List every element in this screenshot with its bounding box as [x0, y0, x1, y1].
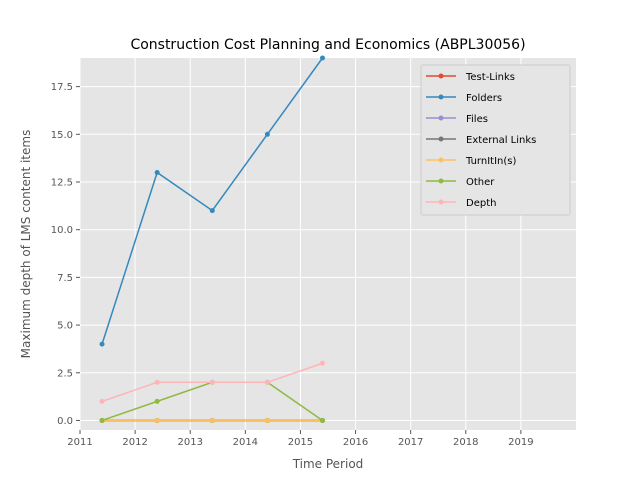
data-point-depth — [209, 379, 215, 385]
data-point-folders — [99, 341, 105, 347]
data-point-folders — [319, 55, 325, 61]
data-point-other — [154, 398, 160, 404]
x-tick-label: 2019 — [508, 437, 533, 448]
y-tick-label: 0.0 — [57, 416, 73, 427]
y-tick-label: 17.5 — [51, 82, 73, 93]
legend-label-test-links: Test-Links — [465, 72, 515, 83]
x-tick-label: 2016 — [343, 437, 368, 448]
legend-marker-files — [438, 115, 444, 121]
legend-label-files: Files — [466, 114, 488, 125]
chart-title: Construction Cost Planning and Economics… — [130, 37, 525, 53]
legend-marker-folders — [438, 94, 444, 100]
y-axis-label: Maximum depth of LMS content items — [19, 130, 33, 359]
data-point-turnitin-s — [154, 417, 160, 423]
data-point-depth — [264, 379, 270, 385]
x-tick-label: 2014 — [233, 437, 258, 448]
data-point-folders — [209, 208, 215, 214]
legend-label-depth: Depth — [466, 198, 496, 209]
data-point-turnitin-s — [209, 417, 215, 423]
y-tick-label: 12.5 — [51, 178, 73, 189]
legend-frame — [420, 64, 571, 216]
data-point-depth — [154, 379, 160, 385]
legend-marker-turnitin-s — [438, 157, 444, 163]
y-tick-label: 10.0 — [51, 225, 73, 236]
legend-label-other: Other — [466, 177, 495, 188]
data-point-depth — [319, 360, 325, 366]
y-tick-label: 15.0 — [51, 130, 73, 141]
x-tick-label: 2011 — [67, 437, 92, 448]
x-tick-label: 2017 — [398, 437, 423, 448]
legend-marker-test-links — [438, 73, 444, 79]
legend-label-external-links: External Links — [466, 135, 536, 146]
legend-marker-external-links — [438, 136, 444, 142]
data-point-other — [319, 417, 325, 423]
x-tick-label: 2018 — [453, 437, 478, 448]
x-tick-label: 2012 — [122, 437, 147, 448]
legend-label-folders: Folders — [466, 93, 502, 104]
series-layer — [99, 55, 325, 423]
legend-label-turnitin-s: TurnItIn(s) — [465, 156, 516, 167]
x-axis-ticks: 2011 2012 2013 2014 2015 2016 2017 2018 2019 — [67, 430, 534, 448]
legend: Test-Links Folders Files External Links Turn… — [420, 64, 571, 216]
legend-marker-depth — [438, 199, 444, 205]
y-axis-ticks: 0.0 2.5 5.0 7.5 10.0 12.5 15.0 17.5 — [51, 82, 80, 427]
y-tick-label: 5.0 — [57, 321, 73, 332]
y-tick-label: 2.5 — [57, 368, 73, 379]
data-point-folders — [154, 169, 160, 175]
y-tick-label: 7.5 — [57, 273, 73, 284]
x-tick-label: 2013 — [177, 437, 202, 448]
data-point-depth — [99, 398, 105, 404]
data-point-folders — [264, 131, 270, 137]
x-axis-label: Time Period — [292, 457, 364, 471]
x-tick-label: 2015 — [288, 437, 313, 448]
data-point-turnitin-s — [264, 417, 270, 423]
data-point-other — [99, 417, 105, 423]
legend-marker-other — [438, 178, 444, 184]
